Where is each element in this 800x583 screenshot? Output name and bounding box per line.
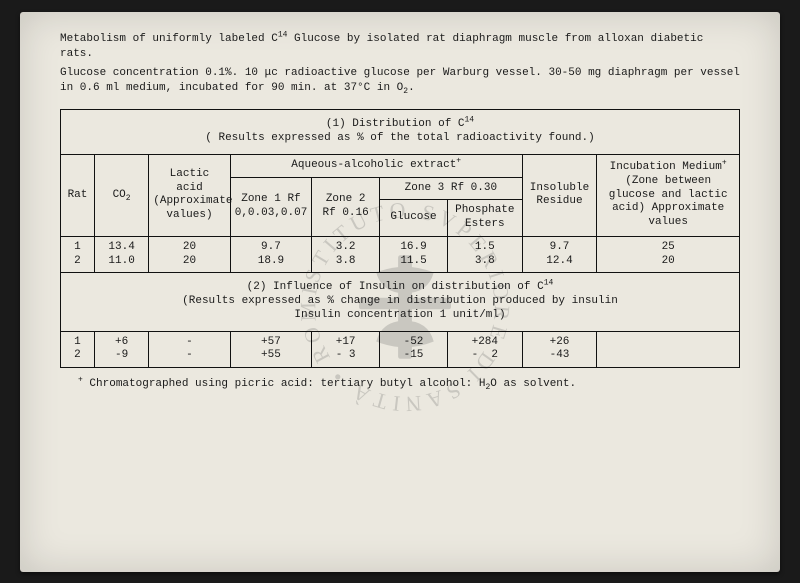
footnote-b: O as solvent.: [490, 378, 576, 390]
col-rat: Rat: [61, 154, 95, 236]
s2-glu: -52-15: [380, 331, 448, 368]
s2-head-sup: 14: [544, 279, 554, 288]
h-co2: CO: [113, 189, 126, 201]
s2-head-b: (Results expressed as % change in distri…: [182, 295, 618, 307]
col-co2: CO2: [94, 154, 148, 236]
s1-z1: 9.718.9: [230, 236, 311, 273]
col-incubation: Incubation Medium+ (Zone between glucose…: [597, 154, 740, 236]
h-co2-sub: 2: [126, 194, 131, 203]
title-text-a: Metabolism of uniformly labeled C: [60, 33, 278, 45]
s1-rat: 12: [61, 236, 95, 273]
s1-ins: 9.712.4: [522, 236, 597, 273]
conditions-text: Glucose concentration 0.1%. 10 μc radioa…: [60, 67, 740, 94]
col-phosphate: Phosphate Esters: [447, 200, 522, 237]
s2-rat: 12: [61, 331, 95, 368]
title-sup: 14: [278, 30, 288, 39]
h-inc-b: (Zone between glucose and lactic acid) A…: [609, 175, 728, 228]
section2-heading: (2) Influence of Insulin on distribution…: [61, 273, 740, 331]
title-line-2: Glucose concentration 0.1%. 10 μc radioa…: [60, 66, 740, 96]
col-insoluble: Insoluble Residue: [522, 154, 597, 236]
footnote: + Chromatographed using picric acid: ter…: [78, 378, 740, 390]
s1-head-b: ( Results expressed as % of the total ra…: [205, 132, 594, 144]
s2-z1: +57+55: [230, 331, 311, 368]
s1-ph: 1.53.8: [447, 236, 522, 273]
s2-inc: [597, 331, 740, 368]
title-block: Metabolism of uniformly labeled C14 Gluc…: [60, 32, 740, 95]
col-glucose: Glucose: [380, 200, 448, 237]
s2-head-c: Insulin concentration 1 unit/ml): [294, 309, 505, 321]
s2-ph: +284- 2: [447, 331, 522, 368]
s1-inc: 2520: [597, 236, 740, 273]
h-rat: Rat: [68, 189, 88, 201]
s2-z2: +17- 3: [312, 331, 380, 368]
photo-frame: ISTITUTO SVPERIORE DI SANITÀ • ROMA • Me…: [20, 12, 780, 572]
title-line-1: Metabolism of uniformly labeled C14 Gluc…: [60, 32, 740, 62]
s2-ins: +26-43: [522, 331, 597, 368]
s1-head-sup: 14: [465, 116, 475, 125]
col-zone1: Zone 1 Rf 0,0.03,0.07: [230, 177, 311, 236]
col-aqueous: Aqueous-alcoholic extract+: [230, 154, 522, 177]
section1-heading: (1) Distribution of C14 ( Results expres…: [61, 110, 740, 155]
conditions-period: .: [408, 82, 415, 94]
data-table: (1) Distribution of C14 ( Results expres…: [60, 109, 740, 368]
s1-glu: 16.911.5: [380, 236, 448, 273]
document-page: Metabolism of uniformly labeled C14 Gluc…: [60, 32, 740, 401]
h-inc-sup: +: [722, 158, 727, 167]
h-aq: Aqueous-alcoholic extract: [291, 159, 456, 171]
col-zone3: Zone 3 Rf 0.30: [380, 177, 523, 200]
col-zone2: Zone 2 Rf 0.16: [312, 177, 380, 236]
col-lactic: Lactic acid (Approximate values): [149, 154, 230, 236]
h-inc: Incubation Medium: [610, 161, 722, 173]
s1-z2: 3.23.8: [312, 236, 380, 273]
s1-head-a: (1) Distribution of C: [326, 118, 465, 130]
s2-co2: +6-9: [94, 331, 148, 368]
s1-lactic: 2020: [149, 236, 230, 273]
s1-co2: 13.411.0: [94, 236, 148, 273]
h-aq-sup: +: [456, 156, 461, 165]
s2-head-a: (2) Influence of Insulin on distribution…: [247, 281, 544, 293]
footnote-a: Chromatographed using picric acid: terti…: [83, 378, 486, 390]
s2-lactic: --: [149, 331, 230, 368]
